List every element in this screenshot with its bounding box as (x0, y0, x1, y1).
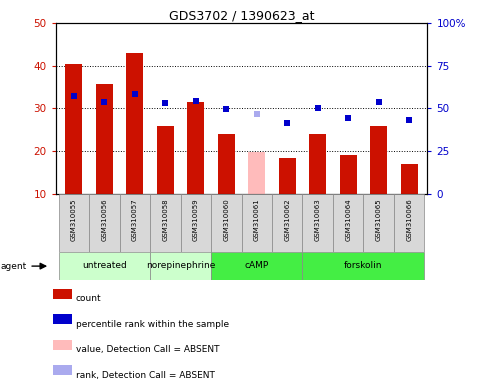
Bar (53, 314, 71, 324)
Text: GSM310058: GSM310058 (162, 199, 168, 241)
Text: agent: agent (1, 262, 27, 271)
Text: cAMP: cAMP (244, 262, 269, 270)
Bar (340, 156, 356, 194)
Bar (127, 53, 143, 194)
Bar (53, 289, 71, 299)
Text: untreated: untreated (82, 262, 127, 270)
Text: GSM310056: GSM310056 (101, 199, 107, 241)
Bar (187, 102, 204, 194)
Bar (242, 194, 272, 252)
Text: GSM310057: GSM310057 (132, 199, 138, 241)
Bar (150, 252, 211, 280)
Text: GSM310066: GSM310066 (406, 199, 412, 241)
Text: GSM310065: GSM310065 (376, 199, 382, 241)
Bar (218, 134, 235, 194)
Bar (53, 366, 71, 375)
Bar (211, 252, 302, 280)
Text: GSM310063: GSM310063 (315, 199, 321, 241)
Title: GDS3702 / 1390623_at: GDS3702 / 1390623_at (169, 9, 314, 22)
Bar (66, 64, 82, 194)
Bar (96, 84, 113, 194)
Text: norepinephrine: norepinephrine (146, 262, 215, 270)
Text: value, Detection Call = ABSENT: value, Detection Call = ABSENT (76, 345, 219, 354)
Bar (157, 126, 174, 194)
Bar (272, 194, 302, 252)
Text: GSM310055: GSM310055 (71, 199, 77, 241)
Bar (302, 194, 333, 252)
Text: GSM310060: GSM310060 (223, 199, 229, 241)
Bar (370, 126, 387, 194)
Bar (401, 164, 417, 194)
Bar (53, 340, 71, 350)
Bar (279, 157, 296, 194)
Bar (150, 194, 181, 252)
Bar (211, 194, 242, 252)
Text: percentile rank within the sample: percentile rank within the sample (76, 320, 229, 329)
Text: GSM310059: GSM310059 (193, 199, 199, 241)
Bar (309, 134, 326, 194)
Text: GSM310062: GSM310062 (284, 199, 290, 241)
Text: GSM310061: GSM310061 (254, 199, 260, 241)
Bar (394, 194, 425, 252)
Bar (333, 194, 363, 252)
Text: GSM310064: GSM310064 (345, 199, 351, 241)
Bar (58, 252, 150, 280)
Bar (89, 194, 120, 252)
Bar (248, 152, 265, 194)
Text: count: count (76, 294, 101, 303)
Bar (120, 194, 150, 252)
Bar (302, 252, 425, 280)
Text: rank, Detection Call = ABSENT: rank, Detection Call = ABSENT (76, 371, 215, 380)
Bar (363, 194, 394, 252)
Text: forskolin: forskolin (344, 262, 383, 270)
Bar (58, 194, 89, 252)
Bar (181, 194, 211, 252)
